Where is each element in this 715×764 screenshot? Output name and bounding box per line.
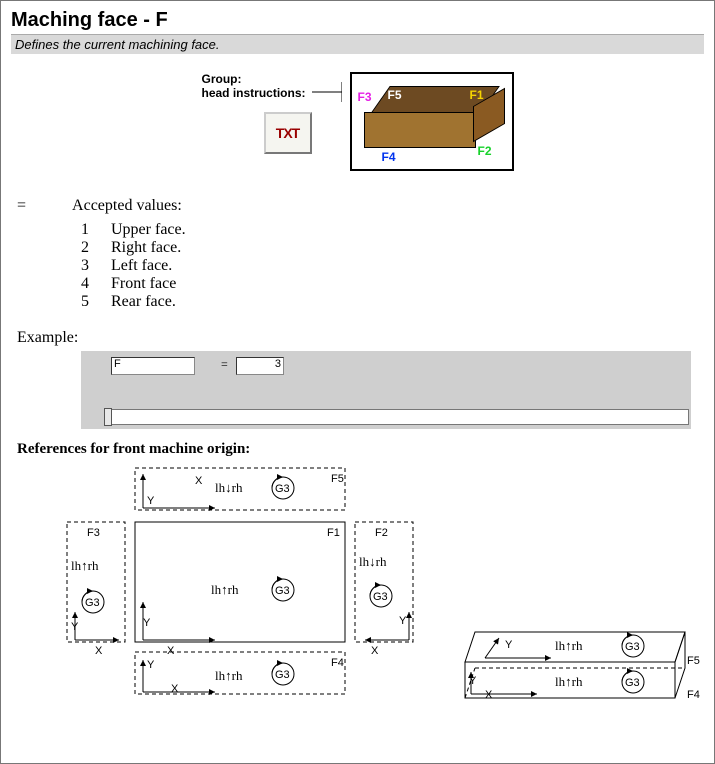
face-panel-3d: F3 F5 F1 F4 F2	[350, 72, 514, 171]
values-list: 1Upper face. 2Right face. 3Left face. 4F…	[81, 221, 704, 311]
svg-text:lh↑rh: lh↑rh	[71, 558, 99, 573]
svg-text:G3: G3	[625, 641, 640, 653]
svg-text:F4: F4	[331, 657, 344, 669]
svg-text:lh↓rh: lh↓rh	[359, 554, 387, 569]
example-field-name[interactable]: F	[111, 357, 195, 375]
svg-text:G3: G3	[275, 669, 290, 681]
svg-text:lh↑rh: lh↑rh	[211, 582, 239, 597]
value-num: 4	[81, 275, 111, 293]
equals-sign: =	[17, 197, 26, 214]
value-num: 3	[81, 257, 111, 275]
svg-text:Y: Y	[147, 495, 155, 507]
value-num: 5	[81, 293, 111, 311]
svg-text:lh↓rh: lh↓rh	[215, 480, 243, 495]
example-field-value[interactable]: 3	[236, 357, 284, 375]
svg-text:Y: Y	[505, 639, 513, 651]
panel-f1: F1	[470, 88, 484, 102]
value-text: Right face.	[111, 239, 181, 257]
svg-text:G3: G3	[275, 585, 290, 597]
txt-icon[interactable]: TXT	[264, 112, 312, 154]
txt-icon-label: TXT	[276, 125, 299, 141]
example-label: Example:	[17, 329, 704, 347]
svg-text:X: X	[195, 475, 203, 487]
svg-text:F1: F1	[327, 527, 340, 539]
svg-text:Y: Y	[469, 675, 477, 687]
svg-text:X: X	[171, 683, 179, 695]
panel-f3: F3	[358, 90, 372, 104]
svg-text:F4: F4	[687, 689, 700, 701]
subtitle-bar: Defines the current machining face.	[11, 34, 704, 54]
svg-text:lh↑rh: lh↑rh	[215, 668, 243, 683]
svg-text:F2: F2	[375, 527, 388, 539]
svg-text:F3: F3	[87, 527, 100, 539]
value-text: Left face.	[111, 257, 172, 275]
value-num: 2	[81, 239, 111, 257]
svg-text:G3: G3	[373, 591, 388, 603]
svg-text:Y: Y	[147, 659, 155, 671]
panel-f2: F2	[478, 144, 492, 158]
svg-text:lh↑rh: lh↑rh	[555, 674, 583, 689]
example-equals: =	[221, 357, 228, 372]
svg-text:X: X	[95, 645, 103, 657]
svg-text:G3: G3	[85, 597, 100, 609]
value-num: 1	[81, 221, 111, 239]
svg-text:Y: Y	[143, 617, 151, 629]
value-text: Upper face.	[111, 221, 186, 239]
accepted-values-label: Accepted values:	[72, 197, 182, 214]
example-long-input[interactable]	[105, 409, 689, 425]
value-text: Front face	[111, 275, 176, 293]
connector-line	[312, 82, 342, 102]
group-value: head instructions:	[201, 86, 305, 100]
example-box: F = 3	[81, 351, 691, 429]
svg-text:X: X	[371, 645, 379, 657]
svg-text:F5: F5	[687, 655, 700, 667]
svg-text:X: X	[485, 689, 493, 701]
reference-diagram: F5 X Y lh↓rh G3 F3 lh↑rh G3 Y X F1 Y X l…	[15, 462, 707, 712]
value-text: Rear face.	[111, 293, 176, 311]
panel-f4: F4	[382, 150, 396, 164]
svg-text:G3: G3	[625, 677, 640, 689]
svg-text:G3: G3	[275, 483, 290, 495]
svg-text:X: X	[167, 645, 175, 657]
references-heading: References for front machine origin:	[17, 441, 704, 458]
svg-text:Y: Y	[399, 615, 407, 627]
panel-f5: F5	[388, 88, 402, 102]
svg-text:F5: F5	[331, 473, 344, 485]
page-title: Maching face - F	[11, 9, 704, 32]
group-label: Group:	[201, 72, 241, 86]
svg-text:lh↑rh: lh↑rh	[555, 638, 583, 653]
